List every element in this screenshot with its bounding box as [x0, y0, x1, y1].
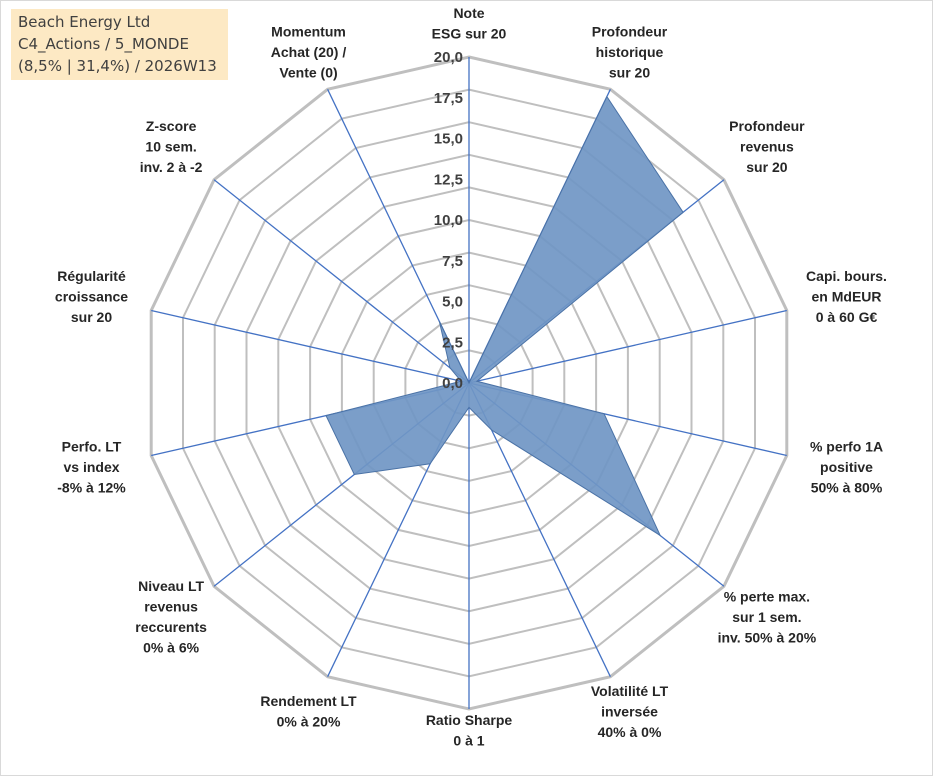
info-box: Beach Energy Ltd C4_Actions / 5_MONDE (8…	[11, 9, 228, 80]
spoke-3	[468, 309, 787, 384]
axis-label-line: 0% à 6%	[143, 640, 200, 656]
spoke-12	[213, 179, 470, 384]
axis-label-line: sur 20	[746, 159, 787, 175]
tick-label-0: 0,0	[442, 375, 463, 392]
period-info: (8,5% | 31,4%) / 2026W13	[18, 57, 217, 75]
axis-label-line: Momentum	[271, 24, 346, 40]
axis-label-line: Achat (20) /	[271, 44, 347, 60]
tick-label-5: 12,5	[434, 171, 463, 188]
axis-label-line: croissance	[55, 289, 128, 305]
axis-label-line: revenus	[740, 139, 794, 155]
axis-label-line: reccurents	[135, 619, 207, 635]
axis-label-line: revenus	[144, 599, 198, 615]
axis-label-line: Z-score	[146, 118, 197, 134]
axis-label-1: Profondeur historique sur 20	[592, 24, 668, 81]
axis-label-line: sur 20	[71, 309, 112, 325]
axis-label-line: 10 sem.	[145, 139, 196, 155]
axis-label-line: Régularité	[57, 268, 126, 284]
axis-label-line: -8% à 12%	[57, 480, 126, 496]
axis-label-line: Capi. bours.	[806, 268, 887, 284]
axis-label-9: Niveau LT revenus reccurents 0% à 6%	[135, 578, 207, 656]
axis-label-line: 40% à 0%	[598, 724, 662, 740]
axis-label-line: historique	[596, 44, 664, 60]
tick-label-2: 5,0	[442, 294, 463, 311]
axis-label-13: Momentum Achat (20) / Vente (0)	[271, 24, 347, 81]
axis-label-line: % perte max.	[724, 588, 810, 604]
axis-label-line: sur 1 sem.	[732, 609, 801, 625]
tick-label-1: 2,5	[442, 334, 463, 351]
axis-label-6: Volatilité LT inversée 40% à 0%	[591, 683, 669, 740]
axis-label-line: Niveau LT	[138, 578, 204, 594]
portfolio-name: C4_Actions / 5_MONDE	[18, 35, 189, 53]
axis-label-line: Profondeur	[729, 118, 805, 134]
axis-label-line: Note	[453, 5, 484, 21]
company-name: Beach Energy Ltd	[18, 13, 151, 31]
axis-label-5: % perte max. sur 1 sem. inv. 50% à 20%	[718, 588, 817, 645]
axis-label-line: Vente (0)	[279, 65, 337, 81]
axis-label-line: 0% à 20%	[277, 714, 341, 730]
axis-label-line: sur 20	[609, 65, 650, 81]
tick-label-3: 7,5	[442, 253, 463, 270]
tick-label-7: 17,5	[434, 90, 463, 107]
series-area	[325, 95, 684, 537]
spoke-6	[468, 382, 611, 677]
axis-label-line: inv. 2 à -2	[140, 159, 203, 175]
axis-label-12: Z-score 10 sem. inv. 2 à -2	[140, 118, 203, 175]
axis-label-7: Ratio Sharpe 0 à 1	[426, 712, 513, 749]
tick-label-4: 10,0	[434, 212, 463, 229]
axis-label-line: ESG sur 20	[432, 26, 507, 42]
axis-label-line: Perfo. LT	[62, 439, 122, 455]
axis-label-4: % perfo 1A positive 50% à 80%	[810, 439, 883, 496]
axis-label-line: Profondeur	[592, 24, 668, 40]
axis-label-line: 50% à 80%	[811, 480, 883, 496]
axis-label-line: 0 à 1	[453, 733, 484, 749]
axis-label-line: positive	[820, 459, 873, 475]
axis-label-11: Régularité croissance sur 20	[55, 268, 128, 325]
axis-label-line: Rendement LT	[260, 693, 357, 709]
axis-label-3: Capi. bours. en MdEUR 0 à 60 G€	[806, 268, 887, 325]
axis-label-0: Note ESG sur 20	[432, 5, 507, 42]
axis-label-line: % perfo 1A	[810, 439, 883, 455]
axis-label-10: Perfo. LT vs index -8% à 12%	[57, 439, 126, 496]
axis-label-line: en MdEUR	[812, 289, 882, 305]
tick-label-8: 20,0	[434, 49, 463, 66]
axis-label-line: inv. 50% à 20%	[718, 629, 817, 645]
axis-label-line: 0 à 60 G€	[816, 309, 878, 325]
axis-label-2: Profondeur revenus sur 20	[729, 118, 805, 175]
axis-label-line: Volatilité LT	[591, 683, 669, 699]
spoke-11	[151, 309, 470, 384]
tick-label-6: 15,0	[434, 131, 463, 148]
axis-label-8: Rendement LT 0% à 20%	[260, 693, 357, 730]
axis-label-line: inversée	[601, 703, 658, 719]
axis-label-line: Ratio Sharpe	[426, 712, 513, 728]
axis-label-line: vs index	[63, 459, 119, 475]
